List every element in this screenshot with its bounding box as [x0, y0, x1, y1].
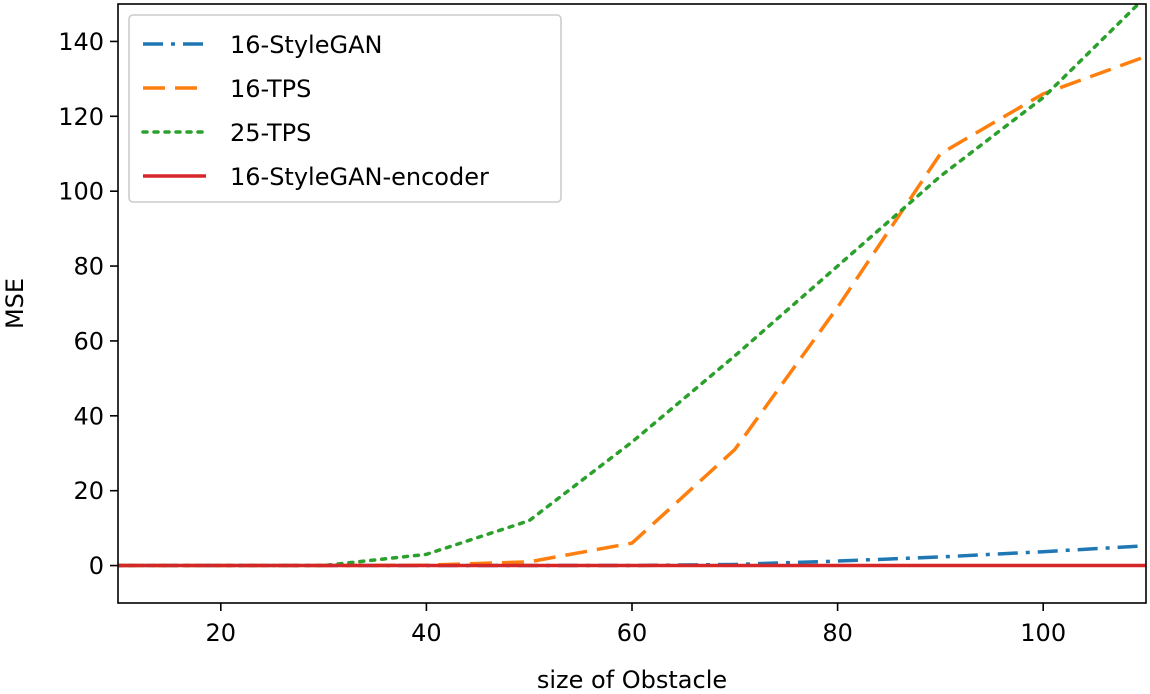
legend-box [128, 14, 562, 203]
y-tick-label: 60 [73, 327, 104, 355]
y-tick-label: 0 [89, 552, 104, 580]
legend-label-4: 16-StyleGAN-encoder [230, 163, 489, 191]
y-tick-label: 40 [73, 402, 104, 430]
legend-label-3: 25-TPS [230, 119, 311, 147]
y-tick-label: 20 [73, 477, 104, 505]
y-tick-label: 120 [58, 103, 104, 131]
y-tick-label: 100 [58, 178, 104, 206]
x-tick-label: 20 [206, 619, 237, 647]
legend-items: 16-StyleGAN 16-TPS 25-TPS 16-StyleGAN-encod… [141, 31, 489, 191]
x-axis-ticks: 20 40 60 80 100 [206, 603, 1066, 647]
series-layer [118, 4, 1146, 568]
x-axis-label: size of Obstacle [537, 666, 727, 694]
y-axis-label: MSE [1, 278, 29, 329]
legend-label-2: 16-TPS [230, 75, 311, 103]
y-axis-ticks: 0 20 40 60 80 100 120 140 [58, 28, 118, 580]
x-tick-label: 40 [411, 619, 442, 647]
legend: 16-StyleGAN 16-TPS 25-TPS 16-StyleGAN-encod… [128, 14, 562, 203]
y-tick-label: 80 [73, 253, 104, 281]
x-tick-label: 80 [822, 619, 853, 647]
y-tick-label: 140 [58, 28, 104, 56]
legend-label-1: 16-StyleGAN [230, 31, 382, 59]
x-tick-label: 60 [617, 619, 648, 647]
x-tick-label: 100 [1020, 619, 1066, 647]
series-line-1 [118, 543, 1146, 568]
